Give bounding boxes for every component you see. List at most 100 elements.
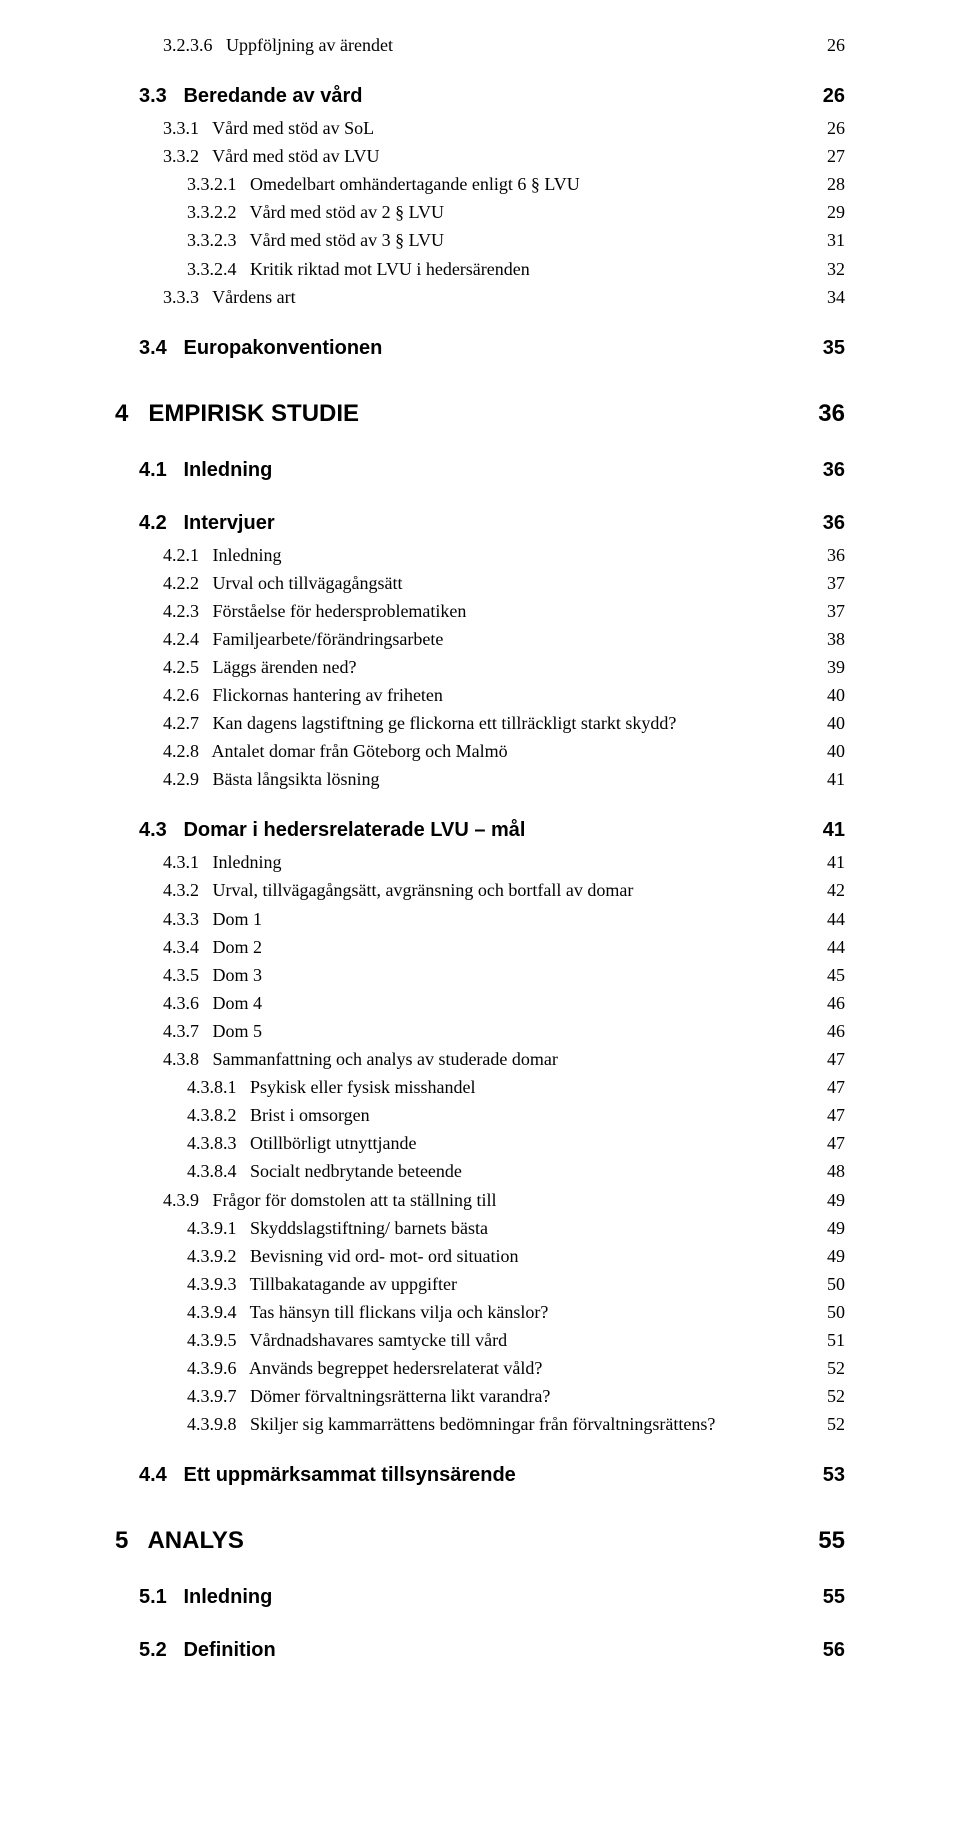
toc-entry-label: 4.2 Intervjuer bbox=[115, 509, 275, 538]
toc-entry-page: 53 bbox=[811, 1461, 845, 1490]
toc-entry-label: 5.2 Definition bbox=[115, 1636, 276, 1665]
toc-entry-label: 4.3.9.3 Tillbakatagande av uppgifter bbox=[115, 1271, 457, 1297]
toc-entry: 4.3.8 Sammanfattning och analys av stude… bbox=[115, 1046, 845, 1072]
toc-entry: 4.3.9.2 Bevisning vid ord- mot- ord situ… bbox=[115, 1243, 845, 1269]
toc-entry-label: 4.2.9 Bästa långsikta lösning bbox=[115, 766, 379, 792]
toc-entry: 4.1 Inledning36 bbox=[115, 456, 845, 485]
toc-page: 3.2.3.6 Uppföljning av ärendet263.3 Bere… bbox=[0, 0, 960, 1719]
toc-entry: 4.3.9.6 Används begreppet hedersrelatera… bbox=[115, 1355, 845, 1381]
toc-entry-label: 4.3.4 Dom 2 bbox=[115, 934, 262, 960]
toc-entry-label: 4.3.5 Dom 3 bbox=[115, 962, 262, 988]
toc-entry-page: 28 bbox=[815, 171, 845, 197]
toc-entry: 3.3.3 Vårdens art 34 bbox=[115, 284, 845, 310]
toc-entry: 4.2.6 Flickornas hantering av friheten40 bbox=[115, 682, 845, 708]
toc-entry: 4.3.9.5 Vårdnadshavares samtycke till vå… bbox=[115, 1327, 845, 1353]
toc-entry-label: 4.3.3 Dom 1 bbox=[115, 906, 262, 932]
toc-entry-page: 39 bbox=[815, 654, 845, 680]
toc-entry-label: 4.3.9 Frågor för domstolen att ta ställn… bbox=[115, 1187, 496, 1213]
toc-entry: 4.2.7 Kan dagens lagstiftning ge flickor… bbox=[115, 710, 845, 736]
toc-entry-label: 4.3.8.3 Otillbörligt utnyttjande bbox=[115, 1130, 416, 1156]
toc-entry-page: 49 bbox=[815, 1215, 845, 1241]
toc-entry-label: 4.3.1 Inledning bbox=[115, 849, 282, 875]
toc-entry-page: 40 bbox=[815, 710, 845, 736]
toc-entry: 4.3.9.1 Skyddslagstiftning/ barnets bäst… bbox=[115, 1215, 845, 1241]
toc-entry-page: 36 bbox=[815, 542, 845, 568]
toc-entry: 4.2.9 Bästa långsikta lösning 41 bbox=[115, 766, 845, 792]
toc-entry: 4.3 Domar i hedersrelaterade LVU – mål41 bbox=[115, 816, 845, 845]
toc-entry-page: 26 bbox=[815, 115, 845, 141]
toc-entry: 3.3.2 Vård med stöd av LVU27 bbox=[115, 143, 845, 169]
toc-entry: 4.3.8.3 Otillbörligt utnyttjande47 bbox=[115, 1130, 845, 1156]
toc-entry-page: 52 bbox=[815, 1383, 845, 1409]
toc-entry: 5.2 Definition 56 bbox=[115, 1636, 845, 1665]
toc-entry-label: 5 ANALYS bbox=[115, 1524, 244, 1559]
toc-entry-label: 3.3 Beredande av vård bbox=[115, 82, 362, 111]
toc-entry: 4.3.9.3 Tillbakatagande av uppgifter50 bbox=[115, 1271, 845, 1297]
toc-entry-label: 3.3.1 Vård med stöd av SoL bbox=[115, 115, 374, 141]
toc-entry: 4.3.5 Dom 345 bbox=[115, 962, 845, 988]
toc-entry-page: 42 bbox=[815, 877, 845, 903]
toc-entry-label: 3.3.3 Vårdens art bbox=[115, 284, 296, 310]
toc-entry: 4.3.9 Frågor för domstolen att ta ställn… bbox=[115, 1187, 845, 1213]
toc-entry-label: 3.3.2.1 Omedelbart omhändertagande enlig… bbox=[115, 171, 580, 197]
toc-entry-page: 56 bbox=[811, 1636, 845, 1665]
toc-entry: 4 EMPIRISK STUDIE 36 bbox=[115, 397, 845, 432]
toc-entry: 4.3.8.4 Socialt nedbrytande beteende48 bbox=[115, 1158, 845, 1184]
toc-entry-label: 4.3.9.2 Bevisning vid ord- mot- ord situ… bbox=[115, 1243, 518, 1269]
toc-entry-label: 4 EMPIRISK STUDIE bbox=[115, 397, 359, 432]
toc-entry-page: 41 bbox=[811, 816, 845, 845]
toc-entry: 3.3.1 Vård med stöd av SoL 26 bbox=[115, 115, 845, 141]
toc-entry: 4.2.1 Inledning36 bbox=[115, 542, 845, 568]
toc-entry-label: 3.4 Europakonventionen bbox=[115, 334, 382, 363]
toc-entry-label: 4.2.4 Familjearbete/förändringsarbete bbox=[115, 626, 443, 652]
toc-entry: 4.3.7 Dom 5 46 bbox=[115, 1018, 845, 1044]
toc-entry: 3.3.2.3 Vård med stöd av 3 § LVU31 bbox=[115, 227, 845, 253]
toc-entry: 4.2.3 Förståelse för hedersproblematiken… bbox=[115, 598, 845, 624]
toc-entry: 4.2.4 Familjearbete/förändringsarbete38 bbox=[115, 626, 845, 652]
toc-entry-page: 46 bbox=[815, 1018, 845, 1044]
toc-entry-page: 52 bbox=[815, 1411, 845, 1437]
toc-entry: 4.3.3 Dom 1 44 bbox=[115, 906, 845, 932]
toc-entry-label: 4.3.8.2 Brist i omsorgen bbox=[115, 1102, 370, 1128]
toc-entry: 4.3.9.8 Skiljer sig kammarrättens bedömn… bbox=[115, 1411, 845, 1437]
toc-entry-label: 5.1 Inledning bbox=[115, 1583, 272, 1612]
toc-entry-page: 46 bbox=[815, 990, 845, 1016]
toc-entry-label: 4.2.2 Urval och tillvägagångsätt bbox=[115, 570, 402, 596]
toc-entry-label: 4.3.6 Dom 4 bbox=[115, 990, 262, 1016]
toc-entry-label: 3.3.2.2 Vård med stöd av 2 § LVU bbox=[115, 199, 444, 225]
toc-entry-page: 50 bbox=[815, 1299, 845, 1325]
toc-entry-label: 4.3.8 Sammanfattning och analys av stude… bbox=[115, 1046, 558, 1072]
toc-entry-page: 36 bbox=[811, 456, 845, 485]
toc-entry-page: 47 bbox=[815, 1074, 845, 1100]
toc-entry-page: 37 bbox=[815, 570, 845, 596]
toc-entry-page: 27 bbox=[815, 143, 845, 169]
toc-entry-label: 4.3.8.4 Socialt nedbrytande beteende bbox=[115, 1158, 462, 1184]
toc-entry-label: 4.3.9.8 Skiljer sig kammarrättens bedömn… bbox=[115, 1411, 715, 1437]
toc-entry: 5.1 Inledning55 bbox=[115, 1583, 845, 1612]
toc-entry-page: 47 bbox=[815, 1046, 845, 1072]
toc-entry: 5 ANALYS55 bbox=[115, 1524, 845, 1559]
toc-entry-page: 26 bbox=[815, 32, 845, 58]
toc-entry-page: 41 bbox=[815, 766, 845, 792]
toc-entry-page: 32 bbox=[815, 256, 845, 282]
table-of-contents: 3.2.3.6 Uppföljning av ärendet263.3 Bere… bbox=[115, 32, 845, 1665]
toc-entry-label: 4.2.5 Läggs ärenden ned? bbox=[115, 654, 356, 680]
toc-entry: 4.2 Intervjuer36 bbox=[115, 509, 845, 538]
toc-entry: 4.3.9.4 Tas hänsyn till flickans vilja o… bbox=[115, 1299, 845, 1325]
toc-entry-label: 4.4 Ett uppmärksammat tillsynsärende bbox=[115, 1461, 516, 1490]
toc-entry: 3.3 Beredande av vård26 bbox=[115, 82, 845, 111]
toc-entry: 3.3.2.1 Omedelbart omhändertagande enlig… bbox=[115, 171, 845, 197]
toc-entry: 4.3.8.2 Brist i omsorgen47 bbox=[115, 1102, 845, 1128]
toc-entry-page: 34 bbox=[815, 284, 845, 310]
toc-entry-label: 4.3.7 Dom 5 bbox=[115, 1018, 262, 1044]
toc-entry-page: 31 bbox=[815, 227, 845, 253]
toc-entry: 4.3.1 Inledning41 bbox=[115, 849, 845, 875]
toc-entry: 4.2.2 Urval och tillvägagångsätt 37 bbox=[115, 570, 845, 596]
toc-entry-label: 4.3.9.5 Vårdnadshavares samtycke till vå… bbox=[115, 1327, 507, 1353]
toc-entry: 4.2.8 Antalet domar från Göteborg och Ma… bbox=[115, 738, 845, 764]
toc-entry-label: 4.3.9.6 Används begreppet hedersrelatera… bbox=[115, 1355, 542, 1381]
toc-entry-label: 4.3.9.1 Skyddslagstiftning/ barnets bäst… bbox=[115, 1215, 488, 1241]
toc-entry-page: 44 bbox=[815, 906, 845, 932]
toc-entry-page: 36 bbox=[806, 397, 845, 432]
toc-entry-label: 4.3.9.4 Tas hänsyn till flickans vilja o… bbox=[115, 1299, 548, 1325]
